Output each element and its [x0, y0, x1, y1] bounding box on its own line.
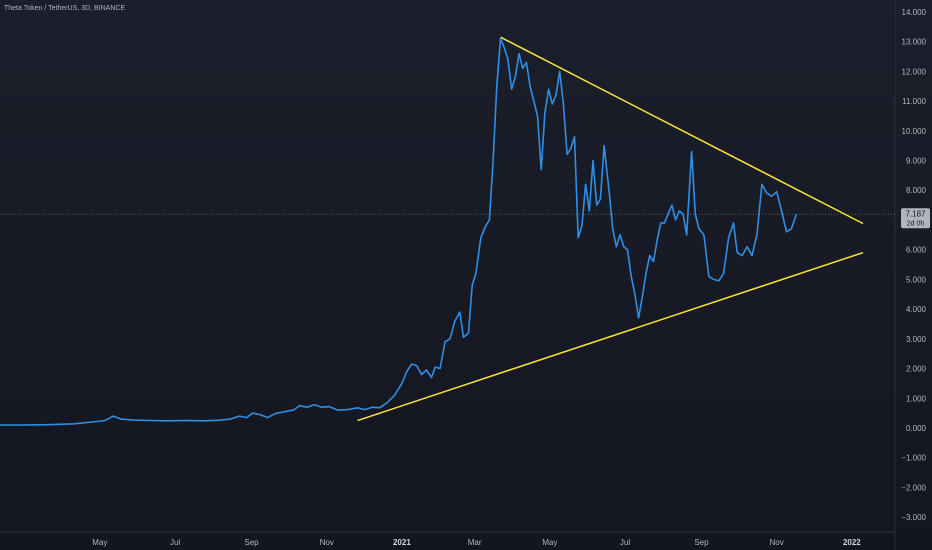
y-tick-label: 4.000 — [906, 305, 927, 314]
x-tick-label: May — [92, 538, 107, 547]
y-tick-label: 0.000 — [906, 424, 927, 433]
y-tick-label: 2.000 — [906, 365, 927, 374]
y-tick-label: −2.000 — [901, 483, 926, 492]
y-tick-label: 3.000 — [906, 335, 927, 344]
y-tick-label: 6.000 — [906, 246, 927, 255]
x-tick-label: Mar — [468, 538, 482, 547]
x-tick-label: 2022 — [843, 538, 861, 547]
x-tick-label: Jul — [170, 538, 180, 547]
x-tick-label: Sep — [244, 538, 259, 547]
y-tick-label: 14.000 — [902, 8, 927, 17]
y-tick-label: 5.000 — [906, 275, 927, 284]
time-axis[interactable]: May Jul Sep Nov 2021 Mar May Jul Sep Nov 2022 — [92, 538, 861, 547]
price-badge-bg — [901, 208, 930, 229]
x-tick-label: 2021 — [393, 538, 411, 547]
y-tick-label: 10.000 — [902, 127, 927, 136]
y-tick-label: 12.000 — [902, 67, 927, 76]
x-tick-label: Jul — [620, 538, 630, 547]
x-tick-label: May — [542, 538, 557, 547]
symbol-title: Theta Token / TetherUS, 3D, BINANCE — [4, 5, 125, 12]
y-tick-label: 8.000 — [906, 186, 927, 195]
trendline[interactable] — [500, 36, 864, 225]
y-tick-label: 9.000 — [906, 156, 927, 165]
x-tick-label: Sep — [694, 538, 709, 547]
x-tick-label: Nov — [770, 538, 784, 547]
trendline[interactable] — [357, 251, 864, 422]
x-tick-label: Nov — [320, 538, 334, 547]
y-tick-label: 11.000 — [902, 97, 926, 106]
price-badge-countdown: 2d 0h — [907, 220, 925, 227]
trendlines[interactable] — [357, 36, 864, 422]
price-series-line[interactable] — [0, 37, 798, 426]
price-axis[interactable]: 14.000 13.000 12.000 11.000 10.000 9.000 8.000… — [901, 8, 926, 522]
y-tick-label: 13.000 — [902, 38, 927, 47]
y-tick-label: −3.000 — [901, 513, 926, 522]
y-tick-label: −1.000 — [901, 454, 926, 463]
price-badge-value: 7.187 — [905, 209, 926, 218]
price-badge: 7.187 2d 0h — [901, 208, 930, 229]
y-tick-label: 1.000 — [906, 394, 927, 403]
